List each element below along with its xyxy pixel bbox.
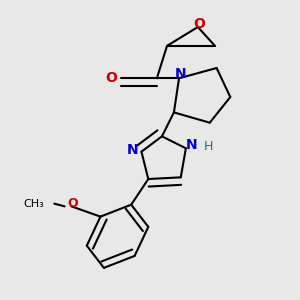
Text: O: O [105,71,117,85]
Text: CH₃: CH₃ [23,199,44,208]
Text: N: N [127,143,139,157]
Text: H: H [203,140,213,153]
Text: N: N [175,67,187,81]
Text: O: O [194,16,206,31]
Text: N: N [186,138,198,152]
Text: O: O [68,197,78,210]
